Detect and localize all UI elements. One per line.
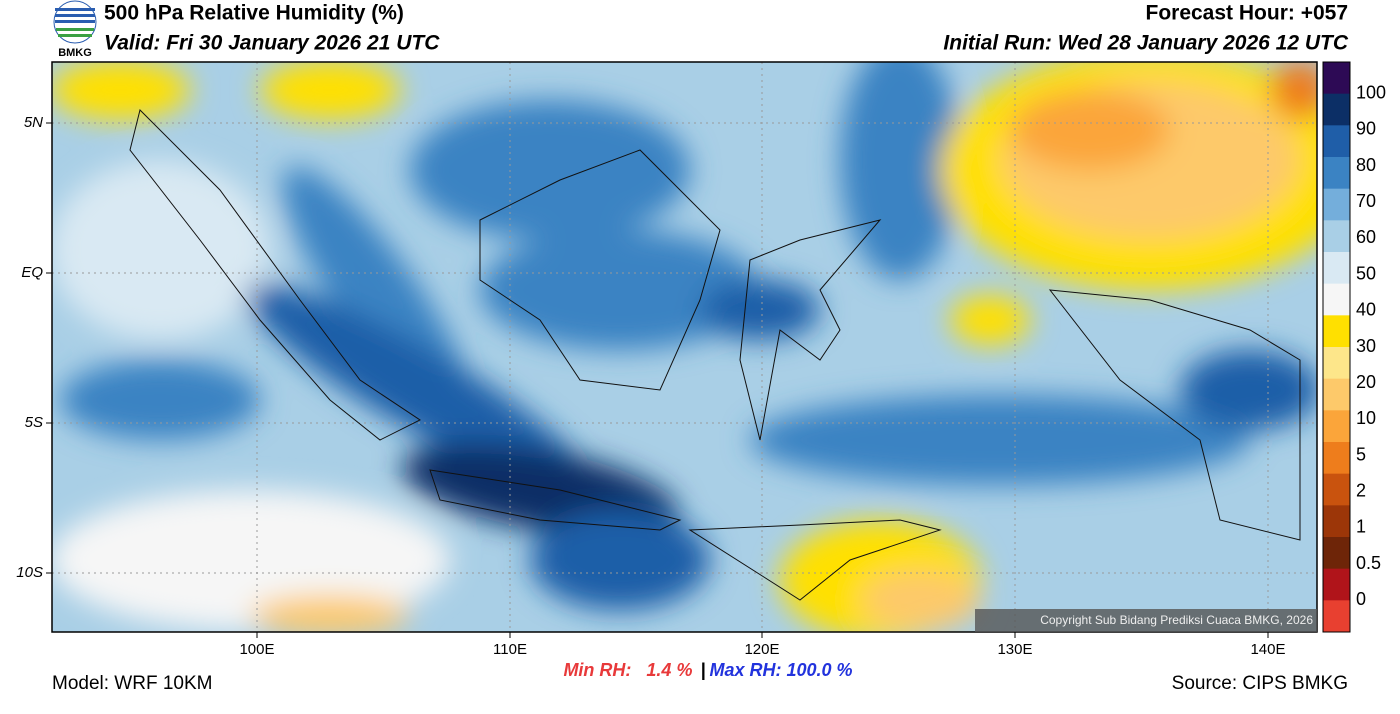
lon-label: 110E — [493, 641, 527, 658]
colorbar-swatch — [1323, 473, 1350, 506]
rh-range: Min RH: 1.4 % | Max RH: 100.0 % — [563, 660, 852, 680]
colorbar-label: 20 — [1356, 372, 1376, 392]
colorbar-label: 40 — [1356, 300, 1376, 320]
colorbar-frame — [1322, 61, 1351, 633]
colorbar-swatch — [1323, 537, 1350, 570]
colorbar-swatch — [1323, 283, 1350, 316]
min-rh: Min RH: 1.4 % — [563, 660, 692, 680]
map-frame — [51, 61, 1318, 633]
logo: BMKG — [53, 0, 97, 59]
model: Model: WRF 10KM — [52, 673, 212, 694]
colorbar: 100 90 80 70 60 50 40 30 20 10 5 2 1 0.5 0 — [1322, 61, 1386, 633]
colorbar-swatch — [1323, 93, 1350, 126]
colorbar-swatch — [1323, 315, 1350, 348]
colorbar-swatch — [1323, 505, 1350, 538]
valid-time: Valid: Fri 30 January 2026 21 UTC — [104, 32, 440, 55]
colorbar-swatch — [1323, 568, 1350, 601]
colorbar-swatch — [1323, 378, 1350, 411]
colorbar-label: 0 — [1356, 589, 1366, 609]
lat-label: 10S — [16, 564, 43, 581]
colorbar-label: 60 — [1356, 227, 1376, 247]
lon-label: 120E — [744, 641, 779, 658]
colorbar-label: 70 — [1356, 191, 1376, 211]
copyright-bg — [975, 609, 1317, 632]
forecast-hour: Forecast Hour: +057 — [1146, 2, 1349, 25]
colorbar-swatch — [1323, 220, 1350, 253]
colorbar-label: 30 — [1356, 336, 1376, 356]
colorbar-label: 90 — [1356, 119, 1376, 139]
colorbar-swatch — [1323, 125, 1350, 158]
colorbar-label: 1 — [1356, 517, 1366, 537]
graticule — [52, 62, 1317, 632]
lat-label: EQ — [21, 264, 43, 281]
lat-label: 5S — [25, 414, 43, 431]
lon-label: 130E — [997, 641, 1032, 658]
coastlines — [129, 109, 1301, 601]
title: 500 hPa Relative Humidity (%) — [104, 2, 404, 25]
initial-run: Initial Run: Wed 28 January 2026 12 UTC — [943, 32, 1348, 55]
colorbar-label: 10 — [1356, 408, 1376, 428]
colorbar-swatch — [1323, 347, 1350, 380]
lon-label: 100E — [239, 641, 274, 658]
source: Source: CIPS BMKG — [1172, 673, 1348, 694]
colorbar-label: 100 — [1356, 82, 1386, 102]
colorbar-swatch — [1323, 188, 1350, 221]
lat-label: 5N — [24, 114, 43, 131]
colorbar-label: 80 — [1356, 155, 1376, 175]
colorbar-swatch — [1323, 600, 1350, 633]
colorbar-swatch — [1323, 442, 1350, 475]
colorbar-swatch — [1323, 410, 1350, 443]
colorbar-label: 5 — [1356, 444, 1366, 464]
copyright: Copyright Sub Bidang Prediksi Cuaca BMKG… — [1040, 613, 1313, 627]
colorbar-label: 0.5 — [1356, 553, 1381, 573]
max-rh: Max RH: 100.0 % — [710, 660, 853, 680]
humidity-field — [52, 62, 1317, 632]
separator: | — [700, 660, 705, 680]
logo-text: BMKG — [58, 47, 92, 59]
axes: 5N EQ 5S 10S 100E 110E 120E 130E 140E — [16, 114, 1285, 658]
colorbar-swatch — [1323, 252, 1350, 285]
colorbar-label: 2 — [1356, 481, 1366, 501]
colorbar-swatch — [1323, 62, 1350, 95]
colorbar-label: 50 — [1356, 263, 1376, 283]
colorbar-swatch — [1323, 157, 1350, 190]
lon-label: 140E — [1250, 641, 1285, 658]
